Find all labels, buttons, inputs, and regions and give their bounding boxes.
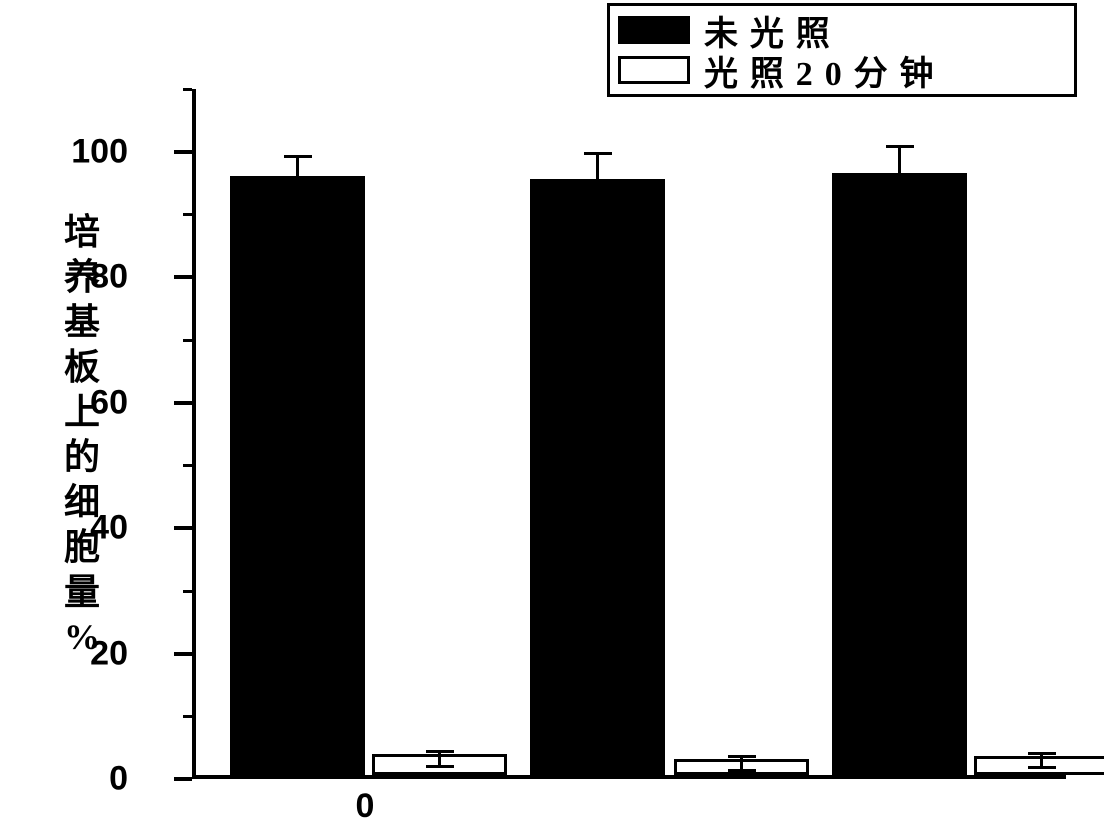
error-cap [426,750,454,753]
y-tick-major [174,526,192,530]
legend-swatch-white [618,56,690,84]
y-tick-minor [183,339,192,342]
y-axis-title-char: 基 [64,300,100,345]
y-tick-minor [183,88,192,91]
x-tick-label: 0 [356,787,375,826]
legend-swatch-black [618,16,690,44]
legend-label: 光照20分钟 [704,46,945,95]
y-tick-major [174,401,192,405]
y-tick-major [174,150,192,154]
y-tick-major [174,652,192,656]
error-whisker [898,145,901,176]
bar-black [832,173,967,775]
error-cap [886,145,914,148]
legend-item: 未光照 [618,10,1062,50]
y-tick-minor [183,464,192,467]
y-axis-title: 培 养 基 板 上 的 细 胞 量 % [58,90,106,780]
error-cap [584,152,612,155]
y-tick-major [174,777,192,781]
error-whisker [596,152,599,183]
y-axis-title-char: 的 [64,435,100,480]
y-tick-minor [183,590,192,593]
error-cap [728,755,756,758]
bar-black [230,176,365,775]
plot-area [192,89,1066,779]
error-cap [728,769,756,772]
error-cap [1028,766,1056,769]
bar-black [530,179,665,775]
y-tick-label: 80 [90,258,128,297]
y-tick-label: 40 [90,509,128,548]
error-cap [426,765,454,768]
error-cap [284,155,312,158]
y-tick-label: 60 [90,383,128,422]
legend-item: 光照20分钟 [618,50,1062,90]
y-tick-major [174,275,192,279]
y-axis-title-char: 量 [64,570,100,615]
chart-container: 培 养 基 板 上 的 细 胞 量 % 0 20 40 60 80 100 0 未光照 光… [40,0,1104,827]
error-whisker [296,155,299,180]
y-tick-label: 0 [109,760,128,799]
y-tick-minor [183,213,192,216]
y-tick-label: 20 [90,634,128,673]
y-tick-minor [183,715,192,718]
y-tick-label: 100 [71,132,128,171]
error-cap [1028,752,1056,755]
y-axis-title-char: 培 [64,210,100,255]
legend: 未光照 光照20分钟 [607,3,1077,97]
